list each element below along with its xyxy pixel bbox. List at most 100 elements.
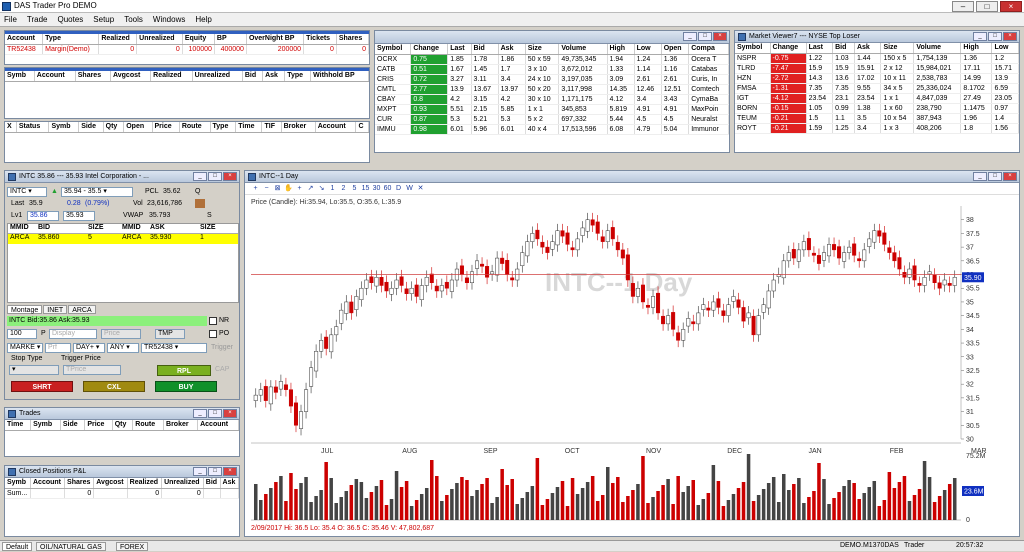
chart-tool-14-icon[interactable]: W bbox=[406, 185, 413, 192]
col-header[interactable]: OverNight BP bbox=[246, 34, 305, 45]
prf-input[interactable]: Prf bbox=[45, 343, 71, 353]
chart-tool-3-icon[interactable]: ✋ bbox=[284, 185, 293, 192]
col-header[interactable]: Type bbox=[210, 122, 237, 133]
trigger-price-input[interactable]: TPrice bbox=[63, 365, 121, 375]
minimize-icon[interactable]: _ bbox=[193, 172, 207, 181]
menu-windows[interactable]: Windows bbox=[152, 15, 186, 24]
col-header[interactable]: Route bbox=[179, 122, 211, 133]
col-header[interactable]: Time bbox=[5, 420, 32, 431]
col-header[interactable]: High bbox=[960, 43, 993, 54]
price-input[interactable]: Price bbox=[101, 329, 141, 339]
maximize-icon[interactable]: □ bbox=[208, 409, 222, 418]
tab-default[interactable]: Default bbox=[2, 542, 33, 551]
col-header[interactable]: Compa bbox=[688, 44, 729, 55]
close-icon[interactable]: × bbox=[1003, 32, 1017, 41]
stop-type-select[interactable]: ▾ bbox=[9, 365, 59, 375]
col-header[interactable]: Price bbox=[84, 420, 113, 431]
quantity-input[interactable]: 100 bbox=[7, 329, 37, 339]
col-header[interactable]: Account bbox=[34, 71, 76, 82]
col-header[interactable]: Type bbox=[284, 71, 312, 82]
col-header[interactable]: Account bbox=[30, 478, 66, 489]
col-header[interactable]: Account bbox=[315, 122, 357, 133]
close-icon[interactable]: × bbox=[713, 32, 727, 41]
col-header[interactable]: BP bbox=[214, 34, 247, 45]
col-header[interactable]: Qty bbox=[103, 122, 125, 133]
tab-oil-gas[interactable]: OIL/NATURAL GAS bbox=[36, 542, 106, 551]
col-header[interactable]: Avgcost bbox=[110, 71, 152, 82]
col-header[interactable]: Last bbox=[447, 44, 472, 55]
nr-checkbox[interactable] bbox=[209, 317, 217, 325]
maximize-icon[interactable]: □ bbox=[698, 32, 712, 41]
minimize-icon[interactable]: _ bbox=[973, 172, 987, 181]
col-header[interactable]: Status bbox=[16, 122, 50, 133]
buy-button[interactable]: BUY bbox=[155, 381, 217, 392]
table-row[interactable]: CRIS 0.72 3.27 3.11 3.4 24 x 10 3,197,035 3.09 2… bbox=[375, 74, 729, 85]
col-header[interactable]: Realized bbox=[150, 71, 193, 82]
col-header[interactable]: Symbol bbox=[375, 44, 412, 55]
col-header[interactable]: Ask bbox=[262, 71, 286, 82]
minimize-icon[interactable]: _ bbox=[683, 32, 697, 41]
maximize-icon[interactable]: □ bbox=[208, 172, 222, 181]
col-header[interactable]: MMID bbox=[122, 224, 141, 231]
table-row[interactable]: IGT -4.12 23.54 23.1 23.54 1 x 1 4,847,039 27.4… bbox=[735, 93, 1019, 104]
col-header[interactable]: Low bbox=[634, 44, 662, 55]
col-header[interactable]: Equity bbox=[182, 34, 215, 45]
book-row[interactable]: ARCA 35.860 5 ARCA 35.930 1 bbox=[8, 234, 238, 244]
table-row[interactable]: CBAY 0.8 4.2 3.15 4.2 30 x 10 1,171,175 4.12 3.4… bbox=[375, 94, 729, 105]
col-header[interactable]: Size bbox=[880, 43, 915, 54]
tab-inet[interactable]: INET bbox=[43, 305, 68, 314]
col-header[interactable]: Account bbox=[5, 34, 44, 45]
table-row[interactable]: TEUM -0.21 1.5 1.1 3.5 10 x 54 387,943 1.96 1.4 bbox=[735, 113, 1019, 124]
col-header[interactable]: High bbox=[607, 44, 635, 55]
table-row[interactable]: FMSA -1.31 7.35 7.35 9.55 34 x 5 25,336,024 8.1… bbox=[735, 83, 1019, 94]
col-header[interactable]: Bid bbox=[832, 43, 855, 54]
col-header[interactable]: Low bbox=[991, 43, 1019, 54]
chart-tool-2-icon[interactable]: ⊠ bbox=[274, 185, 281, 192]
chart-tool-6-icon[interactable]: ↘ bbox=[318, 185, 325, 192]
account-select[interactable]: TR52438 ▾ bbox=[141, 343, 207, 353]
col-header[interactable]: X bbox=[5, 122, 17, 133]
col-header[interactable]: Side bbox=[78, 122, 104, 133]
order-type-select[interactable]: MARKE ▾ bbox=[7, 343, 43, 353]
close-icon[interactable]: × bbox=[223, 467, 237, 476]
maximize-icon[interactable]: □ bbox=[988, 172, 1002, 181]
level2-icon[interactable] bbox=[195, 199, 205, 208]
po-checkbox[interactable] bbox=[209, 330, 217, 338]
cap-button[interactable]: CAP bbox=[215, 366, 230, 373]
col-header[interactable]: Symb bbox=[5, 478, 31, 489]
col-header[interactable]: Qty bbox=[112, 420, 134, 431]
col-header[interactable]: MMID bbox=[10, 224, 29, 231]
col-header[interactable]: Symbol bbox=[735, 43, 771, 54]
col-header[interactable]: ASK bbox=[150, 224, 165, 231]
table-row[interactable]: CATB 0.51 1.67 1.45 1.7 3 x 10 3,672,012 1.33 1.… bbox=[375, 64, 729, 75]
col-header[interactable]: Shares bbox=[336, 34, 369, 45]
chart-tool-11-icon[interactable]: 30 bbox=[372, 185, 381, 192]
col-header[interactable]: Symb bbox=[30, 420, 61, 431]
col-header[interactable]: Ask bbox=[854, 43, 882, 54]
col-header[interactable]: Bid bbox=[203, 478, 221, 489]
route-select[interactable]: ANY ▾ bbox=[107, 343, 139, 353]
col-header[interactable]: Unrealized bbox=[136, 34, 183, 45]
menu-quotes[interactable]: Quotes bbox=[57, 15, 84, 24]
col-header[interactable]: Volume bbox=[558, 44, 608, 55]
short-button[interactable]: SHRT bbox=[11, 381, 73, 392]
col-header[interactable]: Side bbox=[60, 420, 86, 431]
chart-tool-8-icon[interactable]: 2 bbox=[341, 185, 346, 192]
chart-tool-9-icon[interactable]: 5 bbox=[352, 185, 357, 192]
table-row[interactable]: TLRD -7.47 15.9 15.9 15.91 2 x 12 15,984,021 17… bbox=[735, 63, 1019, 74]
cancel-order-button[interactable]: CXL bbox=[83, 381, 145, 392]
col-header[interactable]: Price bbox=[152, 122, 180, 133]
table-row[interactable]: NSPR -0.75 1.22 1.03 1.44 150 x 5 1,754,139 1.3… bbox=[735, 53, 1019, 64]
col-header[interactable]: Avgcost bbox=[93, 478, 128, 489]
tif-select[interactable]: DAY+ ▾ bbox=[73, 343, 105, 353]
col-header[interactable]: Shares bbox=[75, 71, 111, 82]
col-header[interactable]: Broker bbox=[163, 420, 199, 431]
table-row[interactable]: HZN -2.72 14.3 13.6 17.02 10 x 11 2,538,783 14.… bbox=[735, 73, 1019, 84]
tab-arca[interactable]: ARCA bbox=[68, 305, 96, 314]
col-header[interactable]: Time bbox=[235, 122, 263, 133]
col-header[interactable]: Symb bbox=[48, 122, 80, 133]
col-header[interactable]: Unrealized bbox=[192, 71, 243, 82]
col-header[interactable]: C bbox=[355, 122, 369, 133]
symbol-input[interactable]: INTC ▾ bbox=[7, 187, 47, 197]
col-header[interactable]: Change bbox=[410, 44, 449, 55]
